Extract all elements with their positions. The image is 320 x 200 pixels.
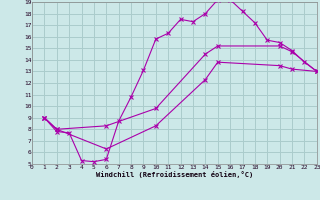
X-axis label: Windchill (Refroidissement éolien,°C): Windchill (Refroidissement éolien,°C) bbox=[96, 171, 253, 178]
